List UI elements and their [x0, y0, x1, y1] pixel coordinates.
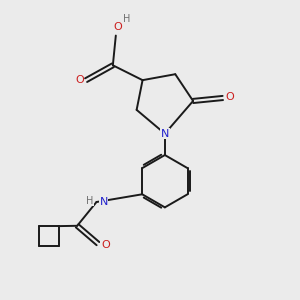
Text: O: O	[113, 22, 122, 32]
Text: H: H	[123, 14, 131, 24]
Text: H: H	[86, 196, 94, 206]
Text: O: O	[101, 240, 110, 250]
Text: O: O	[225, 92, 234, 101]
Text: N: N	[100, 197, 108, 207]
Text: O: O	[75, 75, 84, 85]
Text: N: N	[161, 129, 169, 139]
